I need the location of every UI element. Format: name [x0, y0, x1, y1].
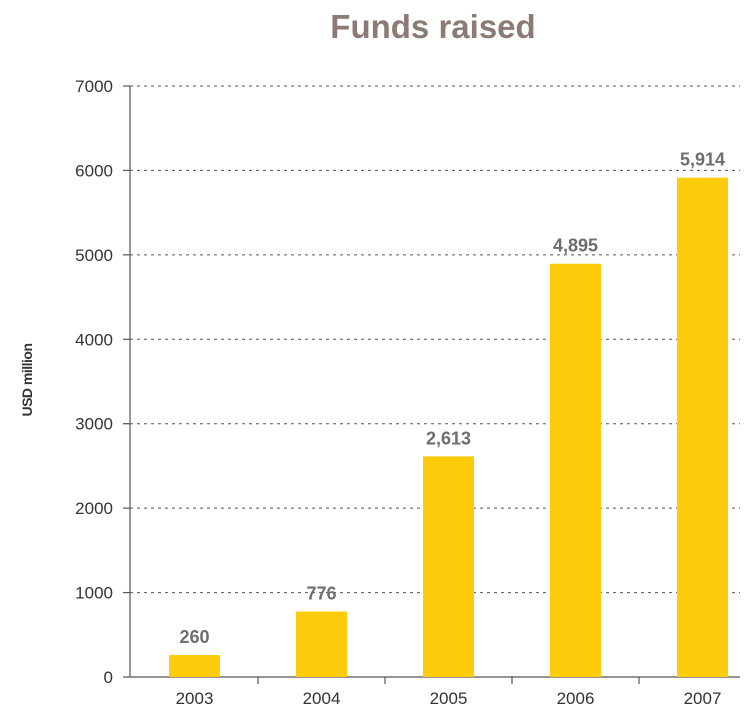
y-tick-label-0: 0	[104, 668, 113, 687]
x-tick-label-2003: 2003	[176, 689, 214, 708]
bar-2006	[550, 263, 601, 677]
data-label-2005: 2,613	[426, 428, 471, 448]
y-tick-label-4000: 4000	[75, 330, 113, 349]
data-label-2006: 4,895	[553, 236, 598, 256]
y-tick-label-5000: 5000	[75, 246, 113, 265]
data-label-2007: 5,914	[680, 150, 725, 170]
bar-2003	[169, 655, 220, 677]
data-label-2004: 776	[306, 583, 336, 603]
x-tick-label-2005: 2005	[430, 689, 468, 708]
y-axis-label: USD million	[19, 343, 35, 416]
chart-title: Funds raised	[330, 8, 535, 45]
y-tick-label-2000: 2000	[75, 499, 113, 518]
bar-2007	[677, 177, 728, 677]
y-tick-label-6000: 6000	[75, 161, 113, 180]
data-label-2003: 260	[179, 627, 209, 647]
bar-2004	[296, 611, 347, 677]
tick-labels: 0 1000 2000 3000 4000 5000 6000 7000 2003 2004 200…	[75, 77, 721, 708]
bar-2005	[423, 456, 474, 677]
y-tick-label-1000: 1000	[75, 584, 113, 603]
y-tick-label-7000: 7000	[75, 77, 113, 96]
bars	[169, 177, 728, 677]
x-tick-label-2004: 2004	[303, 689, 341, 708]
y-tick-label-3000: 3000	[75, 415, 113, 434]
data-labels: 260 776 2,613 4,895 5,914	[179, 150, 725, 647]
x-tick-label-2007: 2007	[684, 689, 722, 708]
x-tick-label-2006: 2006	[557, 689, 595, 708]
